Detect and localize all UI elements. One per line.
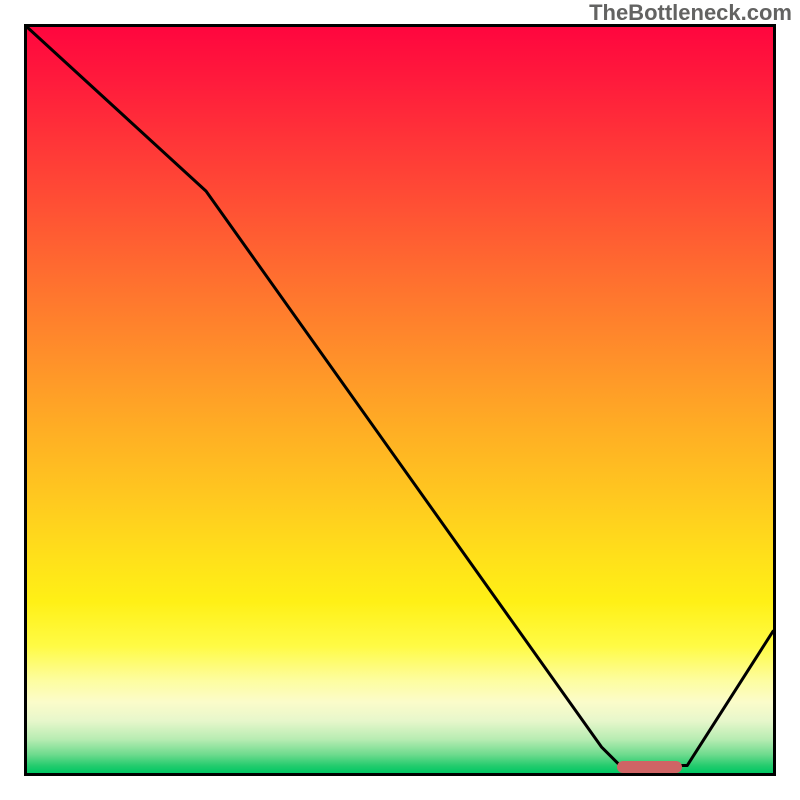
plot-area: [24, 24, 776, 776]
chart-frame: TheBottleneck.com: [0, 0, 800, 800]
watermark-text: TheBottleneck.com: [589, 0, 792, 26]
optimum-marker: [617, 761, 682, 772]
plot-svg: [27, 27, 773, 773]
gradient-fill: [27, 27, 773, 773]
